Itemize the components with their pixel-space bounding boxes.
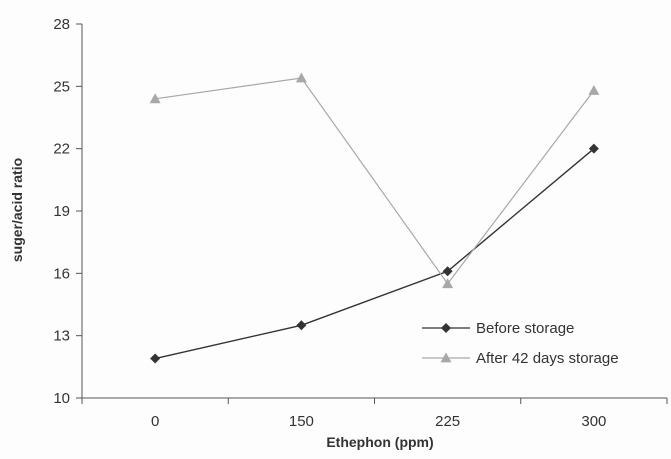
legend-marker (441, 323, 451, 333)
legend-label: After 42 days storage (476, 350, 619, 367)
series-2 (149, 72, 600, 289)
y-tick-label: 25 (53, 78, 70, 95)
data-point (588, 84, 600, 95)
x-tick-label: 300 (581, 413, 606, 430)
data-point (149, 93, 161, 104)
x-ticks: 0 150 225 300 (81, 398, 668, 430)
data-point (588, 143, 599, 154)
data-point (296, 320, 307, 331)
y-tick-label: 19 (53, 203, 70, 220)
data-point (295, 72, 307, 83)
series-group (149, 72, 600, 364)
series-line (154, 148, 595, 360)
y-tick-label: 22 (53, 141, 70, 158)
y-axis-title: suger/acid ratio (9, 158, 25, 262)
data-point (442, 266, 453, 277)
series-line (155, 77, 595, 285)
legend: Before storage After 42 days storage (422, 320, 619, 367)
y-tick-label: 10 (53, 390, 70, 407)
legend-label: Before storage (476, 320, 574, 337)
legend-marker (440, 352, 452, 363)
series-1 (150, 143, 599, 364)
x-tick-label: 0 (151, 413, 159, 430)
x-axis-title: Ethephon (ppm) (326, 434, 433, 450)
y-tick-label: 13 (53, 328, 70, 345)
data-point (442, 278, 454, 289)
y-tick-label: 28 (53, 16, 70, 33)
data-point (150, 353, 161, 364)
y-ticks: 10 13 16 19 22 25 28 (53, 16, 82, 407)
axes (81, 24, 667, 399)
x-tick-label: 150 (289, 413, 314, 430)
y-tick-label: 16 (53, 265, 70, 282)
x-tick-label: 225 (435, 413, 460, 430)
